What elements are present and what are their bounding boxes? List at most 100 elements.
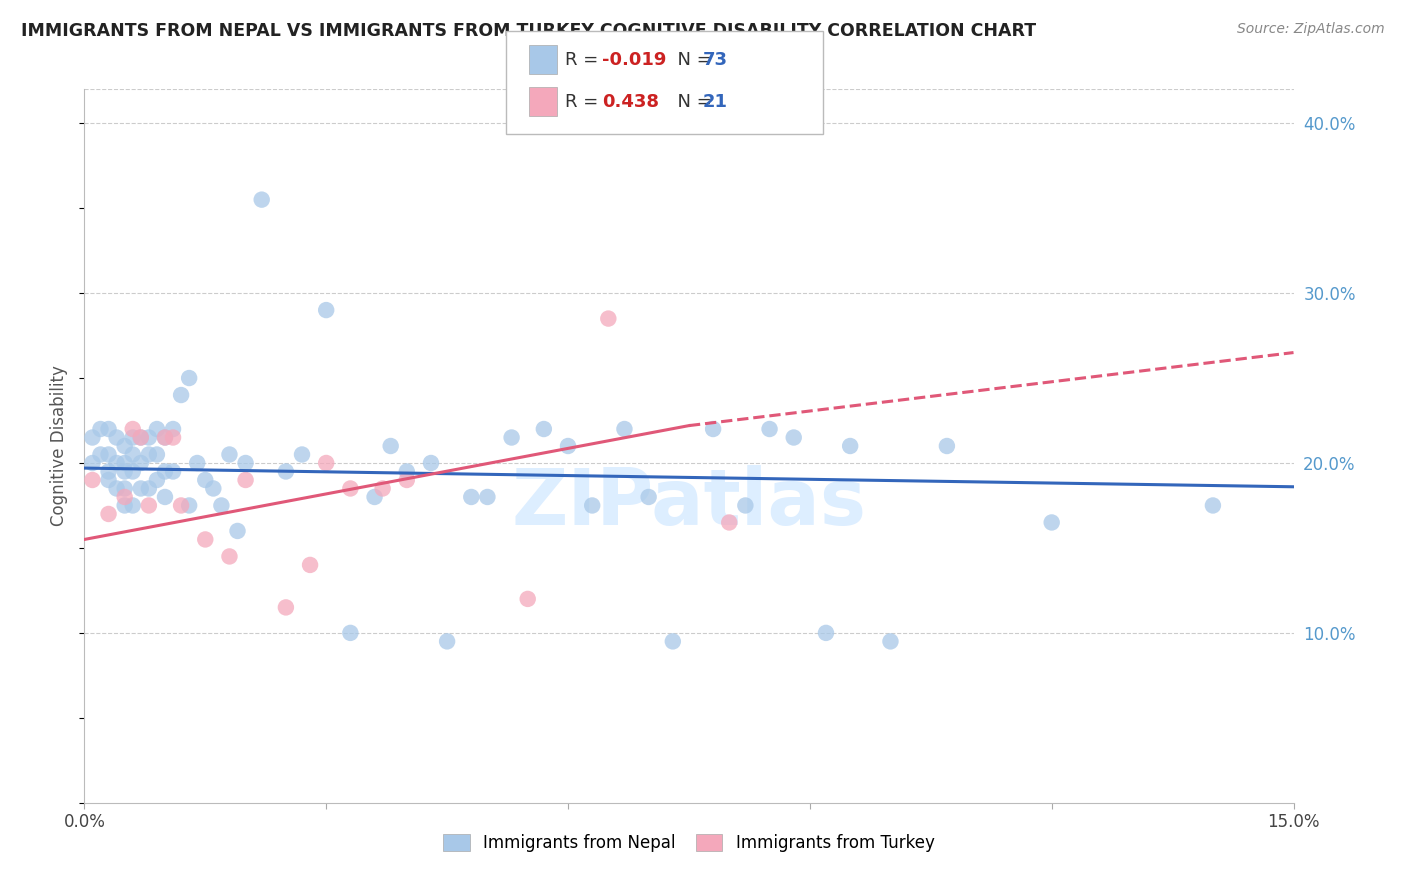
Point	[138, 448, 160, 462]
Point	[105, 456, 128, 470]
Point	[209, 499, 232, 513]
Point	[879, 634, 901, 648]
Point	[114, 499, 136, 513]
Text: Source: ZipAtlas.com: Source: ZipAtlas.com	[1237, 22, 1385, 37]
Point	[129, 430, 152, 444]
Point	[613, 422, 636, 436]
Point	[371, 482, 394, 496]
Point	[315, 456, 337, 470]
Point	[89, 448, 111, 462]
Point	[533, 422, 555, 436]
Text: ZIPatlas: ZIPatlas	[512, 465, 866, 541]
Point	[114, 439, 136, 453]
Point	[1040, 516, 1063, 530]
Point	[89, 422, 111, 436]
Point	[839, 439, 862, 453]
Point	[339, 626, 361, 640]
Point	[105, 482, 128, 496]
Point	[226, 524, 249, 538]
Point	[194, 473, 217, 487]
Point	[274, 465, 297, 479]
Point	[114, 456, 136, 470]
Point	[97, 507, 120, 521]
Point	[114, 465, 136, 479]
Point	[121, 422, 143, 436]
Text: 73: 73	[703, 51, 728, 69]
Point	[97, 473, 120, 487]
Point	[114, 490, 136, 504]
Point	[129, 430, 152, 444]
Y-axis label: Cognitive Disability: Cognitive Disability	[51, 366, 69, 526]
Point	[420, 456, 443, 470]
Point	[121, 465, 143, 479]
Point	[97, 448, 120, 462]
Point	[121, 499, 143, 513]
Text: 21: 21	[703, 93, 728, 111]
Point	[477, 490, 499, 504]
Point	[935, 439, 957, 453]
Point	[97, 422, 120, 436]
Point	[235, 473, 257, 487]
Point	[146, 473, 169, 487]
Point	[758, 422, 780, 436]
Point	[581, 499, 603, 513]
Point	[395, 465, 418, 479]
Text: N =: N =	[666, 51, 718, 69]
Text: -0.019: -0.019	[602, 51, 666, 69]
Text: R =: R =	[565, 51, 605, 69]
Point	[557, 439, 579, 453]
Point	[814, 626, 837, 640]
Point	[274, 600, 297, 615]
Point	[501, 430, 523, 444]
Point	[179, 499, 201, 513]
Point	[235, 456, 257, 470]
Point	[146, 448, 169, 462]
Point	[114, 482, 136, 496]
Point	[170, 388, 193, 402]
Point	[436, 634, 458, 648]
Point	[121, 430, 143, 444]
Point	[138, 499, 160, 513]
Point	[339, 482, 361, 496]
Point	[662, 634, 685, 648]
Text: N =: N =	[666, 93, 718, 111]
Point	[170, 499, 193, 513]
Point	[162, 430, 184, 444]
Point	[380, 439, 402, 453]
Point	[186, 456, 208, 470]
Point	[153, 430, 176, 444]
Point	[1202, 499, 1225, 513]
Text: IMMIGRANTS FROM NEPAL VS IMMIGRANTS FROM TURKEY COGNITIVE DISABILITY CORRELATION: IMMIGRANTS FROM NEPAL VS IMMIGRANTS FROM…	[21, 22, 1036, 40]
Point	[179, 371, 201, 385]
Point	[153, 490, 176, 504]
Point	[395, 473, 418, 487]
Point	[138, 430, 160, 444]
Point	[291, 448, 314, 462]
Text: R =: R =	[565, 93, 610, 111]
Point	[105, 430, 128, 444]
Point	[97, 465, 120, 479]
Point	[718, 516, 741, 530]
Point	[734, 499, 756, 513]
Point	[702, 422, 724, 436]
Point	[218, 448, 240, 462]
Point	[153, 430, 176, 444]
Point	[129, 482, 152, 496]
Point	[783, 430, 806, 444]
Point	[363, 490, 385, 504]
Point	[194, 533, 217, 547]
Point	[202, 482, 225, 496]
Point	[146, 422, 169, 436]
Point	[598, 311, 620, 326]
Point	[153, 465, 176, 479]
Point	[82, 430, 104, 444]
Point	[121, 448, 143, 462]
Point	[516, 591, 538, 606]
Point	[315, 303, 337, 318]
Point	[299, 558, 322, 572]
Point	[637, 490, 659, 504]
Point	[162, 465, 184, 479]
Point	[250, 193, 273, 207]
Point	[82, 473, 104, 487]
Point	[460, 490, 482, 504]
